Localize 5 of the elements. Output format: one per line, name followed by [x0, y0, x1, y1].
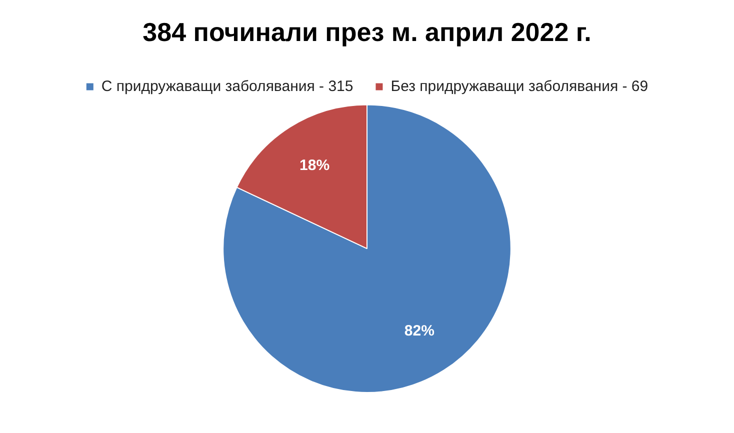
legend-label: С придружаващи заболявания - 315 [101, 78, 354, 95]
data-label: 18% [300, 157, 330, 174]
legend-label: Без придружаващи заболявания - 69 [390, 78, 648, 95]
data-label: 82% [404, 322, 434, 340]
chart-title: 384 починали през м. април 2022 г. [142, 16, 592, 47]
